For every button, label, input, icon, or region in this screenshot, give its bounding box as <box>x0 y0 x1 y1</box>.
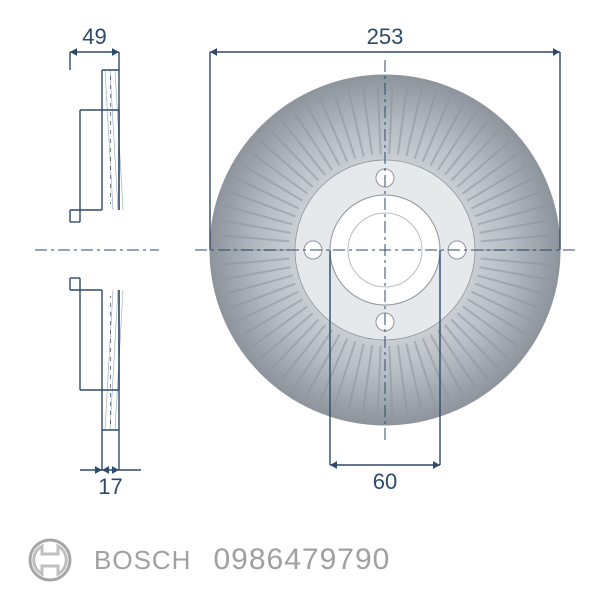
technical-drawing: 253 60 49 17 <box>0 0 600 600</box>
side-view: 49 17 <box>35 24 159 499</box>
svg-text:60: 60 <box>373 469 397 494</box>
bosch-logo-icon <box>28 538 72 582</box>
svg-text:49: 49 <box>82 24 106 49</box>
brand-label: BOSCH <box>94 545 191 576</box>
part-number: 0986479790 <box>213 543 390 577</box>
front-view: 253 60 <box>195 24 575 494</box>
footer: BOSCH 0986479790 <box>0 538 600 582</box>
svg-text:253: 253 <box>367 24 404 49</box>
diagram-canvas: 253 60 49 17 BOSCH 0986479790 <box>0 0 600 600</box>
svg-text:17: 17 <box>98 474 122 499</box>
